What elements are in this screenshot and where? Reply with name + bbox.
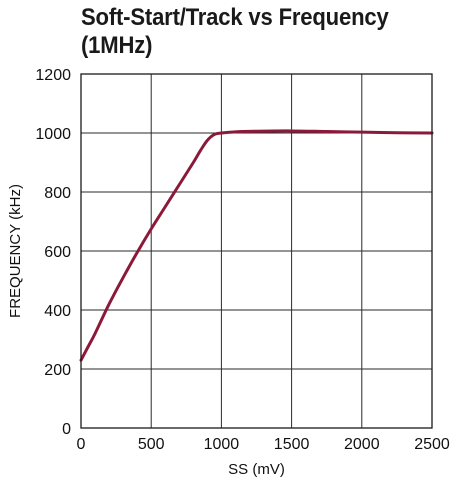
chart-title-line-1: Soft-Start/Track vs Frequency [81,4,389,31]
y-tick-label: 1000 [35,126,71,143]
y-tick-label: 0 [62,421,71,438]
x-tick-label: 1500 [274,436,310,453]
x-tick-label: 2500 [414,436,450,453]
x-tick-labels: 0 500 1000 1500 2000 2500 [77,436,450,453]
y-tick-label: 1200 [35,67,71,84]
y-axis-label: FREQUENCY (kHz) [7,184,24,318]
y-tick-labels: 0 200 400 600 800 1000 1200 [35,67,71,438]
y-tick-label: 200 [44,362,71,379]
chart-title-line-2: (1MHz) [81,32,153,59]
x-tick-label: 0 [77,436,86,453]
series-layer [79,129,434,362]
x-axis-label: SS (mV) [228,461,285,478]
x-tick-label: 2000 [344,436,380,453]
y-tick-label: 400 [44,303,71,320]
series-line-0 [79,129,434,362]
chart-title: Soft-Start/Track vs Frequency (1MHz) [81,4,412,60]
x-tick-label: 1000 [204,436,240,453]
y-tick-label: 800 [44,185,71,202]
plot-frame [80,73,433,429]
grid [81,74,432,428]
x-tick-label: 500 [138,436,165,453]
y-tick-label: 600 [44,244,71,261]
